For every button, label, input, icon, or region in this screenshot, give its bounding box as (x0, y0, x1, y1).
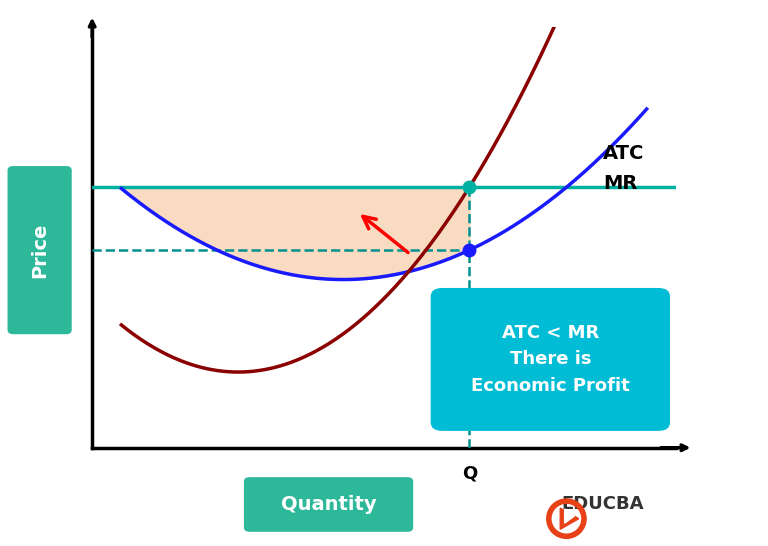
Text: ATC < MR
There is
Economic Profit: ATC < MR There is Economic Profit (471, 324, 630, 395)
Text: MR: MR (603, 174, 637, 193)
Text: Price: Price (30, 222, 49, 278)
Text: EDUCBA: EDUCBA (561, 495, 644, 513)
Text: ATC: ATC (603, 144, 644, 163)
Text: Q: Q (462, 465, 477, 483)
Polygon shape (564, 509, 574, 523)
FancyBboxPatch shape (244, 477, 413, 532)
FancyBboxPatch shape (8, 166, 71, 334)
FancyBboxPatch shape (431, 288, 670, 431)
Text: Quantity: Quantity (281, 495, 376, 514)
Polygon shape (560, 508, 579, 529)
